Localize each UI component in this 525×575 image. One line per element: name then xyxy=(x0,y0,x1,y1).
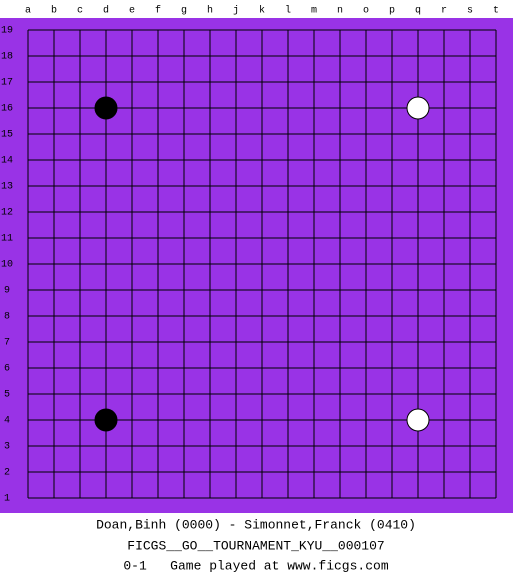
row-label: 19 xyxy=(1,26,13,37)
white-stone xyxy=(406,96,430,120)
column-label: s xyxy=(467,6,473,17)
column-label: k xyxy=(259,5,265,17)
board-background xyxy=(0,18,513,513)
column-label: g xyxy=(181,6,187,17)
column-label: f xyxy=(155,5,161,17)
row-label: 4 xyxy=(4,416,10,427)
column-label: j xyxy=(233,5,239,17)
row-label: 14 xyxy=(1,156,13,167)
column-label: d xyxy=(103,5,109,17)
row-label: 8 xyxy=(4,312,10,323)
column-label: h xyxy=(207,5,213,17)
row-label: 7 xyxy=(4,338,10,349)
row-label: 11 xyxy=(1,234,13,245)
column-label: m xyxy=(311,6,317,17)
row-label: 17 xyxy=(1,78,13,89)
column-label: p xyxy=(389,6,395,17)
row-label: 3 xyxy=(4,442,10,453)
result: 0-1 Game played at www.ficgs.com xyxy=(123,558,388,573)
column-label: o xyxy=(363,6,369,17)
black-stone xyxy=(94,96,118,120)
row-label: 6 xyxy=(4,364,10,375)
row-label: 2 xyxy=(4,468,10,479)
column-label: n xyxy=(337,6,343,17)
column-label: r xyxy=(441,6,447,17)
row-label: 12 xyxy=(1,208,13,219)
row-label: 5 xyxy=(4,390,10,401)
row-label: 9 xyxy=(4,286,10,297)
column-label: e xyxy=(129,6,135,17)
column-label: c xyxy=(77,6,83,17)
column-label: a xyxy=(25,6,31,17)
row-label: 10 xyxy=(1,260,13,271)
row-label: 13 xyxy=(1,182,13,193)
column-label: b xyxy=(51,5,57,17)
column-label: q xyxy=(415,6,421,17)
white-stone xyxy=(406,408,430,432)
row-label: 15 xyxy=(1,130,13,141)
column-label: t xyxy=(493,6,499,17)
black-stone xyxy=(94,408,118,432)
row-label: 18 xyxy=(1,52,13,63)
column-label: l xyxy=(285,5,291,17)
row-label: 1 xyxy=(4,494,10,505)
players: Doan,Binh (0000) - Simonnet,Franck (0410… xyxy=(96,517,416,532)
event: FICGS__GO__TOURNAMENT_KYU__000107 xyxy=(127,538,384,553)
row-label: 16 xyxy=(1,104,13,115)
